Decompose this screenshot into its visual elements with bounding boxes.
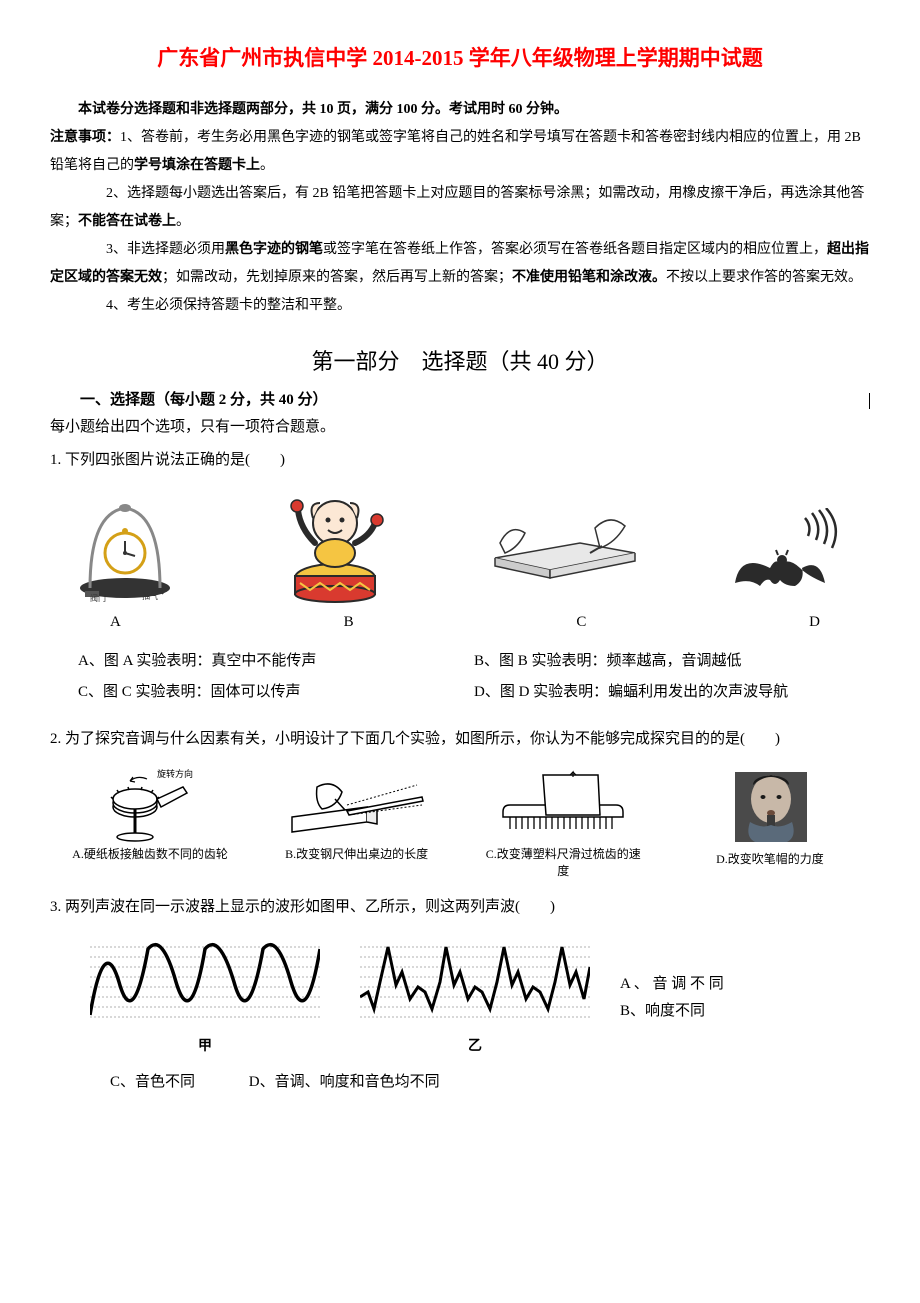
notice-1-suffix: 。 bbox=[260, 158, 274, 173]
q2-item-a: 旋转方向 A.硬纸板接触齿数不同的齿轮 bbox=[70, 767, 230, 863]
q1-option-d: D、图 D 实验表明：蝙蝠利用发出的次声波导航 bbox=[474, 679, 870, 706]
q3-stem: 3. 两列声波在同一示波器上显示的波形如图甲、乙所示，则这两列声波( ) bbox=[50, 894, 870, 921]
svg-text:抽气: 抽气 bbox=[142, 591, 158, 601]
q1-label-c: C bbox=[576, 609, 586, 636]
ruler-desk-icon bbox=[287, 767, 427, 842]
waveform-jia-icon bbox=[90, 937, 320, 1032]
part1-title: 第一部分 选择题（共 40 分） bbox=[50, 342, 870, 382]
drummer-icon bbox=[270, 488, 400, 603]
q2-caption-c: C.改变薄塑料尺滑过梳齿的速度 bbox=[483, 846, 643, 880]
notice-3-bold3: 不准使用铅笔和涂改液。 bbox=[512, 270, 666, 285]
svg-text:阀门: 阀门 bbox=[90, 593, 106, 603]
q3-options-right: A 、 音 调 不 同 B、响度不同 bbox=[620, 971, 724, 1025]
q1-image-a: 阀门 抽气 bbox=[70, 493, 180, 603]
q2-item-c: C.改变薄塑料尺滑过梳齿的速度 bbox=[483, 767, 643, 880]
q1-stem: 1. 下列四张图片说法正确的是( ) bbox=[50, 447, 870, 474]
section1-heading: 一、选择题（每小题 2 分，共 40 分） bbox=[50, 387, 865, 414]
notice-2-bold: 不能答在试卷上 bbox=[78, 214, 176, 229]
q1-images: 阀门 抽气 bbox=[50, 488, 870, 603]
q3-option-a: A 、 音 调 不 同 bbox=[620, 971, 724, 998]
notice-prefix: 注意事项： bbox=[50, 130, 120, 145]
q2-caption-d: D.改变吹笔帽的力度 bbox=[716, 851, 824, 868]
q3-option-c: C、音色不同 bbox=[110, 1074, 195, 1090]
q1-image-c bbox=[490, 508, 640, 603]
q3-wave-yi: 乙 bbox=[360, 937, 590, 1059]
intro-bold: 本试卷分选择题和非选择题两部分，共 10 页，满分 100 分。考试用时 60 … bbox=[78, 102, 568, 117]
notice-4: 4、考生必须保持答题卡的整洁和平整。 bbox=[106, 298, 351, 313]
q1-option-b: B、图 B 实验表明：频率越高，音调越低 bbox=[474, 648, 870, 675]
q1-label-b: B bbox=[344, 609, 354, 636]
boy-blow-icon bbox=[725, 767, 815, 847]
notice-2-suffix: 。 bbox=[176, 214, 190, 229]
bell-jar-icon: 阀门 抽气 bbox=[70, 493, 180, 603]
q1-options: A、图 A 实验表明：真空中不能传声 B、图 B 实验表明：频率越高，音调越低 … bbox=[50, 646, 870, 708]
document-title: 广东省广州市执信中学 2014-2015 学年八年级物理上学期期中试题 bbox=[50, 40, 870, 78]
q1-option-c: C、图 C 实验表明：固体可以传声 bbox=[78, 679, 474, 706]
q2-stem: 2. 为了探究音调与什么因素有关，小明设计了下面几个实验，如图所示，你认为不能够… bbox=[50, 726, 870, 753]
q2-caption-b: B.改变钢尺伸出桌边的长度 bbox=[285, 846, 428, 863]
instructions-block: 本试卷分选择题和非选择题两部分，共 10 页，满分 100 分。考试用时 60 … bbox=[50, 96, 870, 320]
table-scratch-icon bbox=[490, 508, 640, 603]
gear-card-icon: 旋转方向 bbox=[95, 767, 205, 842]
notice-3d: 不按以上要求作答的答案无效。 bbox=[666, 270, 862, 285]
q1-image-b bbox=[270, 488, 400, 603]
q1-labels: A B C D bbox=[50, 609, 870, 636]
q3-option-d: D、音调、响度和音色均不同 bbox=[249, 1074, 440, 1090]
q1-option-a: A、图 A 实验表明：真空中不能传声 bbox=[78, 648, 474, 675]
notice-3a: 3、非选择题必须用 bbox=[106, 242, 225, 257]
q2-images: 旋转方向 A.硬纸板接触齿数不同的齿轮 B.改变钢尺伸出桌边的长度 bbox=[50, 767, 870, 880]
text-cursor-icon bbox=[869, 393, 870, 409]
svg-text:旋转方向: 旋转方向 bbox=[157, 768, 193, 779]
notice-3-bold1: 黑色字迹的钢笔 bbox=[225, 242, 323, 257]
q3-options-bottom: C、音色不同 D、音调、响度和音色均不同 bbox=[50, 1069, 870, 1096]
q3-figure-row: 甲 乙 A 、 音 调 不 同 B、响度不同 bbox=[50, 937, 870, 1059]
waveform-yi-icon bbox=[360, 937, 590, 1032]
q3-label-yi: 乙 bbox=[468, 1034, 482, 1059]
notice-1-bold: 学号填涂在答题卡上 bbox=[134, 158, 260, 173]
notice-3c: ；如需改动，先划掉原来的答案，然后再写上新的答案； bbox=[162, 270, 512, 285]
comb-ruler-icon bbox=[488, 767, 638, 842]
q1-image-d bbox=[730, 508, 850, 603]
q1-label-d: D bbox=[809, 609, 820, 636]
q2-caption-a: A.硬纸板接触齿数不同的齿轮 bbox=[72, 846, 228, 863]
q2-item-d: D.改变吹笔帽的力度 bbox=[690, 767, 850, 868]
q3-option-b: B、响度不同 bbox=[620, 998, 724, 1025]
q2-item-b: B.改变钢尺伸出桌边的长度 bbox=[277, 767, 437, 863]
bat-sonar-icon bbox=[730, 508, 850, 603]
q3-wave-jia: 甲 bbox=[90, 937, 320, 1059]
notice-3b: 或签字笔在答卷纸上作答，答案必须写在答卷纸各题目指定区域内的相应位置上， bbox=[323, 242, 827, 257]
q3-label-jia: 甲 bbox=[198, 1034, 212, 1059]
section1-note: 每小题给出四个选项，只有一项符合题意。 bbox=[50, 414, 870, 441]
q1-label-a: A bbox=[110, 609, 121, 636]
